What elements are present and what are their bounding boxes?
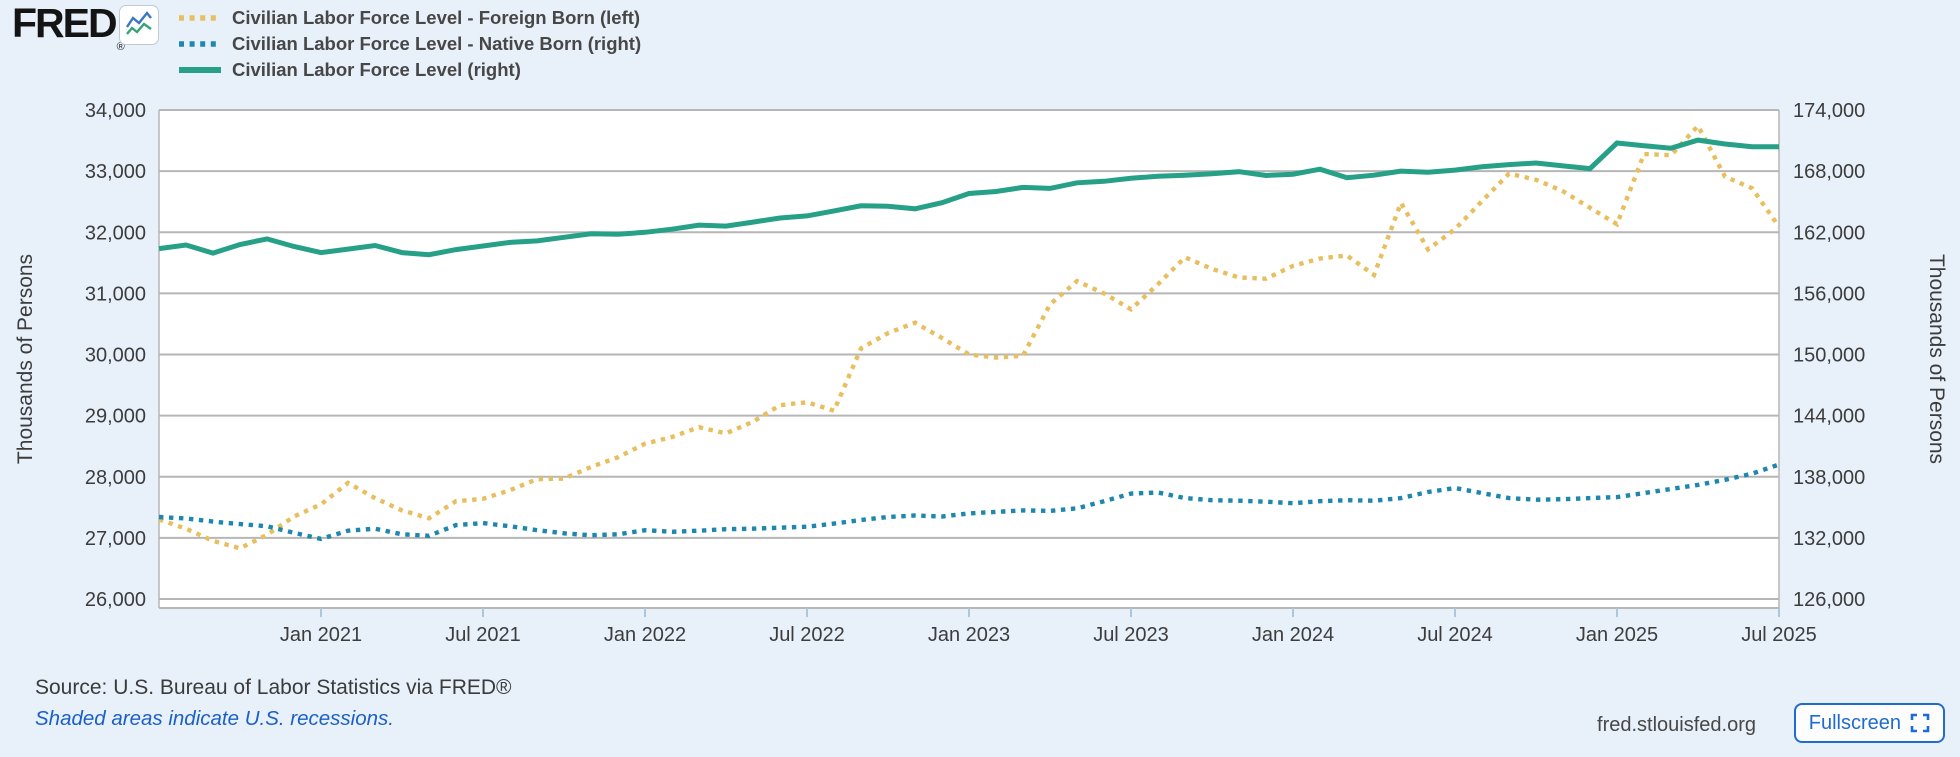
fred-logo[interactable]: FRED ® [12, 0, 125, 66]
left-axis-labels: 34,000 33,000 32,000 31,000 30,000 29,000 28,0… [85, 100, 146, 611]
left-axis-title: Thousands of Persons [14, 254, 37, 464]
fred-logo-text: FRED [12, 0, 118, 46]
svg-text:138,000: 138,000 [1793, 467, 1865, 489]
fullscreen-expand-icon [1910, 713, 1930, 733]
svg-text:30,000: 30,000 [85, 345, 146, 367]
site-url: fred.stlouisfed.org [1597, 714, 1756, 736]
legend-item-total[interactable]: Civilian Labor Force Level (right) [178, 59, 641, 80]
svg-text:168,000: 168,000 [1793, 161, 1865, 183]
legend-swatch-total [179, 66, 221, 73]
svg-text:Jan 2024: Jan 2024 [1252, 624, 1334, 646]
svg-text:Jul 2021: Jul 2021 [445, 624, 521, 646]
right-axis-labels: 174,000 168,000 162,000 156,000 150,000 144,0… [1793, 100, 1865, 611]
svg-text:126,000: 126,000 [1793, 589, 1865, 611]
svg-text:162,000: 162,000 [1793, 222, 1865, 244]
source-text: Source: U.S. Bureau of Labor Statistics … [35, 676, 512, 699]
fullscreen-label: Fullscreen [1808, 711, 1901, 734]
svg-text:26,000: 26,000 [85, 589, 146, 611]
svg-text:144,000: 144,000 [1793, 406, 1865, 428]
svg-text:34,000: 34,000 [85, 100, 146, 122]
svg-text:156,000: 156,000 [1793, 283, 1865, 305]
svg-text:29,000: 29,000 [85, 406, 146, 428]
legend-swatch-foreign-born [179, 14, 221, 21]
legend-item-native-born[interactable]: Civilian Labor Force Level - Native Born… [178, 33, 641, 54]
svg-text:Jan 2022: Jan 2022 [604, 624, 686, 646]
svg-text:Jul 2025: Jul 2025 [1741, 624, 1817, 646]
series-line-civilian-labor-force-level [158, 137, 1779, 258]
legend-item-foreign-born[interactable]: Civilian Labor Force Level - Foreign Bor… [178, 7, 641, 28]
svg-text:33,000: 33,000 [85, 161, 146, 183]
plot-area[interactable] [159, 110, 1779, 608]
svg-text:32,000: 32,000 [85, 222, 146, 244]
svg-text:28,000: 28,000 [85, 467, 146, 489]
svg-text:Jul 2023: Jul 2023 [1093, 624, 1169, 646]
recession-note-link[interactable]: Shaded areas indicate U.S. recessions. [35, 707, 394, 730]
svg-text:Jan 2023: Jan 2023 [928, 624, 1010, 646]
svg-text:150,000: 150,000 [1793, 345, 1865, 367]
series-line-civilian-labor-force-level-native-born [158, 462, 1780, 542]
legend-label: Civilian Labor Force Level (right) [232, 58, 521, 80]
series-line-civilian-labor-force-level-foreign-born [158, 122, 1781, 551]
legend-swatch-native-born [179, 40, 221, 47]
svg-text:Jan 2025: Jan 2025 [1576, 624, 1658, 646]
svg-text:132,000: 132,000 [1793, 528, 1865, 550]
svg-text:31,000: 31,000 [85, 283, 146, 305]
fullscreen-button[interactable]: Fullscreen [1793, 703, 1945, 743]
svg-text:Jan 2021: Jan 2021 [280, 624, 362, 646]
svg-text:174,000: 174,000 [1793, 100, 1865, 122]
right-axis-title: Thousands of Persons [1925, 254, 1948, 464]
svg-text:27,000: 27,000 [85, 528, 146, 550]
chart-legend: Civilian Labor Force Level - Foreign Bor… [178, 7, 641, 85]
legend-label: Civilian Labor Force Level - Foreign Bor… [232, 6, 641, 28]
x-axis-labels: Jan 2021 Jul 2021 Jan 2022 Jul 2022 Jan 2023… [280, 608, 1817, 646]
svg-text:Jul 2024: Jul 2024 [1417, 624, 1493, 646]
registered-mark: ® [116, 41, 125, 53]
line-chart-icon-glyph [126, 11, 152, 35]
svg-text:Jul 2022: Jul 2022 [769, 624, 845, 646]
legend-label: Civilian Labor Force Level - Native Born… [232, 32, 642, 54]
line-chart-icon[interactable] [119, 5, 159, 45]
